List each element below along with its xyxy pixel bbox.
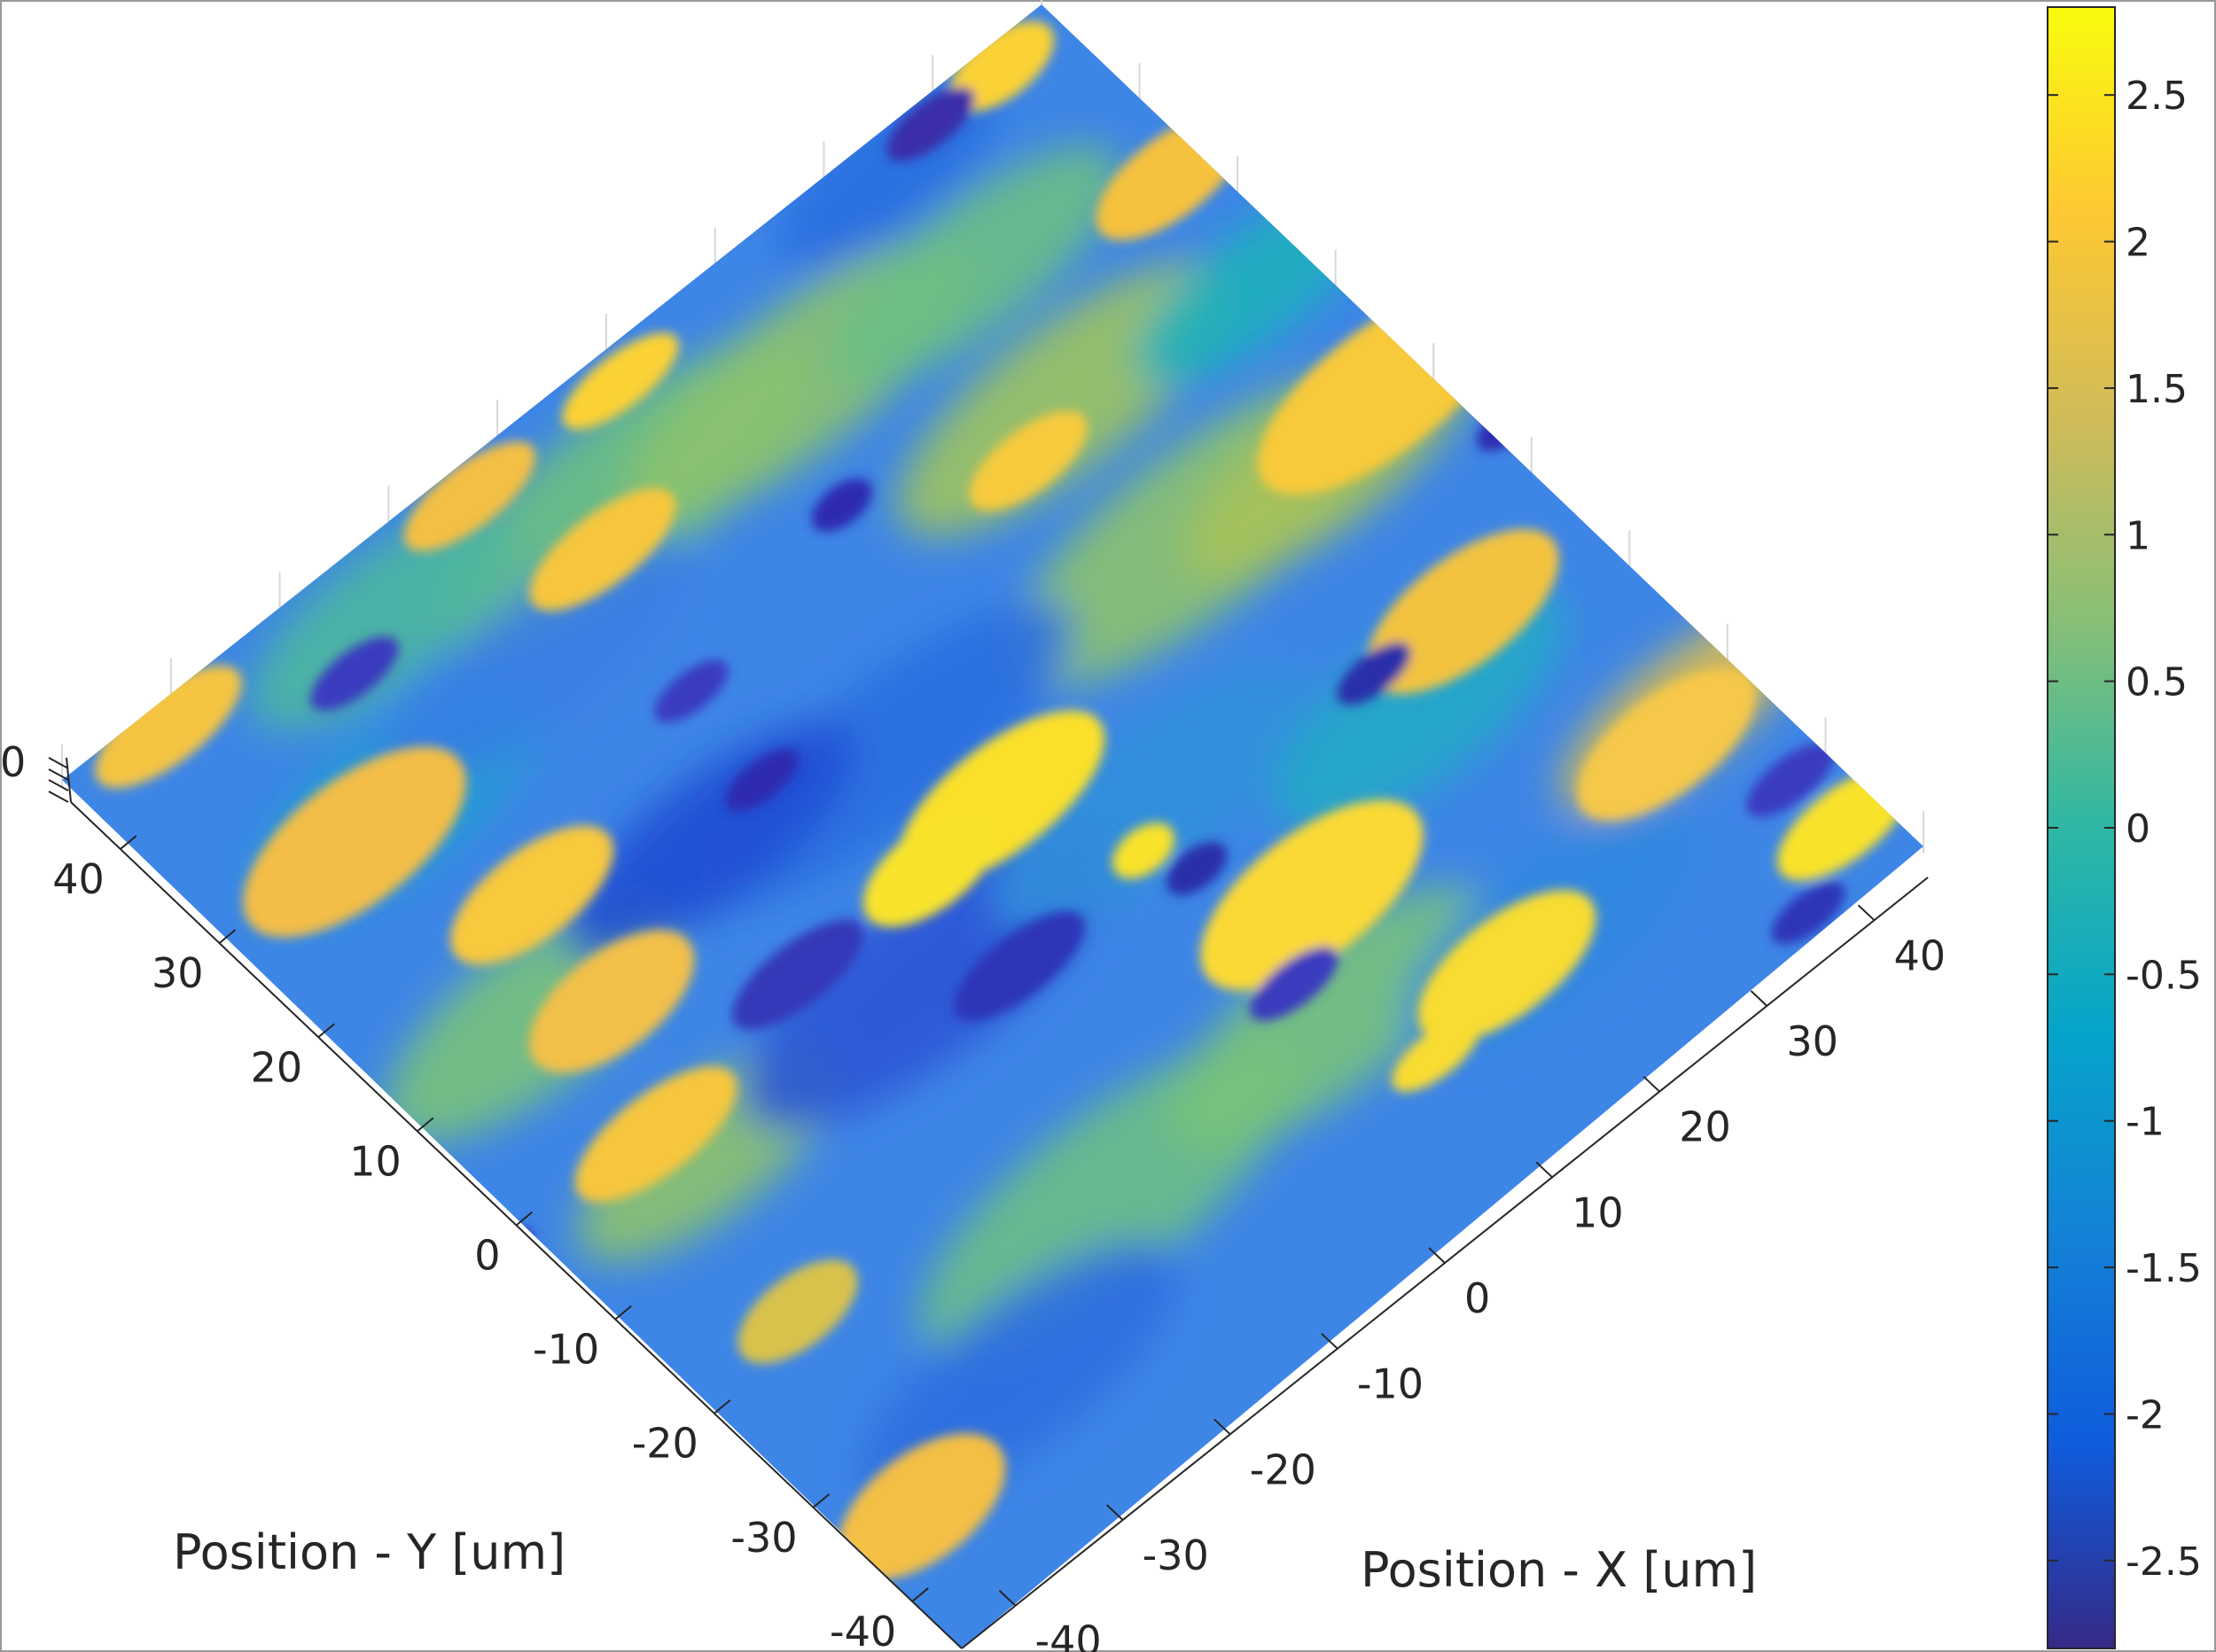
surface-trough bbox=[310, 636, 399, 711]
z-tick bbox=[48, 757, 69, 769]
x-tick bbox=[1213, 1418, 1231, 1436]
x-tick-label: 20 bbox=[1679, 1103, 1731, 1151]
surface-region bbox=[1169, 886, 1490, 1152]
surface-peak bbox=[737, 1259, 858, 1364]
x-tick-label: -40 bbox=[1035, 1617, 1102, 1652]
x-tick bbox=[1750, 990, 1768, 1007]
x-tick-label: -10 bbox=[1357, 1360, 1424, 1408]
z-tick-label: 0 bbox=[0, 738, 26, 786]
surface-peak bbox=[862, 810, 999, 927]
colorbar-tick-label: 1 bbox=[2126, 513, 2150, 558]
surface-peak bbox=[948, 20, 1055, 113]
surface-peak bbox=[969, 410, 1088, 511]
y-tick bbox=[317, 1023, 335, 1039]
y-tick-label: -10 bbox=[533, 1326, 599, 1374]
colorbar-tick-label: 2.5 bbox=[2126, 74, 2188, 119]
y-tick bbox=[218, 929, 237, 944]
y-tick-label: 0 bbox=[474, 1232, 500, 1280]
surface-region bbox=[373, 534, 691, 795]
y-tick bbox=[812, 1493, 831, 1508]
y-tick-label: 40 bbox=[52, 855, 105, 903]
surface-peak bbox=[574, 1066, 737, 1203]
x-tick bbox=[1105, 1504, 1124, 1521]
surface-peak bbox=[1112, 822, 1175, 879]
x-tick-label: 0 bbox=[1464, 1274, 1490, 1322]
surface-peak bbox=[562, 332, 679, 430]
x-tick bbox=[1642, 1075, 1660, 1093]
y-tick-label: 10 bbox=[349, 1137, 402, 1185]
surface-peak bbox=[838, 1433, 1006, 1580]
x-tick bbox=[1428, 1247, 1446, 1264]
y-tick bbox=[417, 1117, 434, 1133]
surface-peak bbox=[403, 441, 536, 551]
surface-peak bbox=[450, 825, 613, 965]
colorbar-tick-label: -2.5 bbox=[2126, 1539, 2202, 1585]
colorbar-tick-label: 0.5 bbox=[2126, 660, 2188, 705]
surface-region bbox=[992, 665, 1313, 931]
surface-trough bbox=[1771, 881, 1845, 945]
surface-peak bbox=[528, 930, 695, 1073]
x-tick-label: 10 bbox=[1572, 1188, 1624, 1236]
z-axis-ticks bbox=[48, 757, 72, 803]
y-tick-label: -30 bbox=[730, 1514, 797, 1562]
z-tick bbox=[48, 779, 69, 791]
x-tick bbox=[998, 1589, 1017, 1607]
colorbar-tick-label: 1.5 bbox=[2126, 367, 2188, 412]
x-tick-label: 40 bbox=[1893, 931, 1946, 979]
surface-trough bbox=[654, 659, 729, 723]
x-tick-label: -30 bbox=[1143, 1531, 1209, 1579]
y-tick bbox=[120, 835, 137, 850]
surface-trough bbox=[725, 748, 800, 812]
colorbar-tick-label: -1 bbox=[2126, 1100, 2165, 1145]
surface-trough bbox=[731, 920, 864, 1030]
colorbar-tick-label: -0.5 bbox=[2126, 953, 2202, 998]
y-tick-label: -40 bbox=[830, 1608, 896, 1652]
surface-peak bbox=[95, 665, 242, 789]
surface-peak bbox=[1392, 1017, 1480, 1092]
surface-trough bbox=[811, 478, 873, 533]
y-tick bbox=[614, 1305, 632, 1321]
x-axis-ticks: -40 -30 -20 -10 0 10 20 30 40 bbox=[998, 904, 1946, 1652]
surface-trough bbox=[1337, 642, 1411, 705]
y-tick bbox=[911, 1587, 929, 1602]
surface-trough bbox=[1250, 947, 1338, 1021]
surface-peak bbox=[1366, 529, 1559, 694]
surface-peak bbox=[1417, 890, 1596, 1042]
x-tick bbox=[1535, 1161, 1553, 1179]
y-tick bbox=[714, 1399, 731, 1414]
surface-plot bbox=[62, 4, 1923, 1648]
surface-trough bbox=[1746, 743, 1835, 817]
y-tick bbox=[515, 1211, 534, 1227]
surface-peak bbox=[1200, 799, 1424, 991]
x-tick-label: -20 bbox=[1250, 1446, 1316, 1493]
y-axis-title: Position - Y [um] bbox=[173, 1524, 566, 1580]
surface-peak bbox=[529, 487, 676, 612]
z-tick bbox=[48, 791, 69, 803]
z-tick bbox=[48, 768, 69, 781]
x-tick bbox=[1321, 1332, 1338, 1350]
x-axis-title: Position - X [um] bbox=[1361, 1542, 1757, 1598]
surface-trough bbox=[953, 911, 1086, 1021]
y-tick-label: 20 bbox=[251, 1043, 303, 1091]
surface-trough bbox=[886, 87, 975, 161]
x-tick-label: 30 bbox=[1786, 1017, 1838, 1065]
colorbar: -2.5 -2 -1.5 -1 -0.5 0 0.5 1 1.5 2 2.5 bbox=[2047, 6, 2202, 1649]
y-tick-label: 30 bbox=[152, 949, 204, 997]
z-axis-line bbox=[66, 757, 72, 803]
colorbar-gradient bbox=[2047, 6, 2116, 1649]
y-tick-label: -20 bbox=[632, 1420, 698, 1468]
surface-trough bbox=[1166, 841, 1228, 896]
x-tick bbox=[1857, 904, 1876, 922]
surface-region bbox=[249, 510, 513, 730]
surface-peak bbox=[1577, 668, 1756, 821]
colorbar-tick-label: 0 bbox=[2126, 807, 2150, 852]
surface-peak bbox=[243, 746, 466, 938]
surface-region bbox=[830, 146, 1120, 386]
colorbar-tick-label: -2 bbox=[2126, 1392, 2165, 1438]
y-axis-ticks: -40 -30 -20 -10 0 10 20 30 40 bbox=[52, 835, 929, 1652]
colorbar-tick-label: 2 bbox=[2126, 221, 2150, 266]
colorbar-tick-label: -1.5 bbox=[2126, 1246, 2202, 1291]
